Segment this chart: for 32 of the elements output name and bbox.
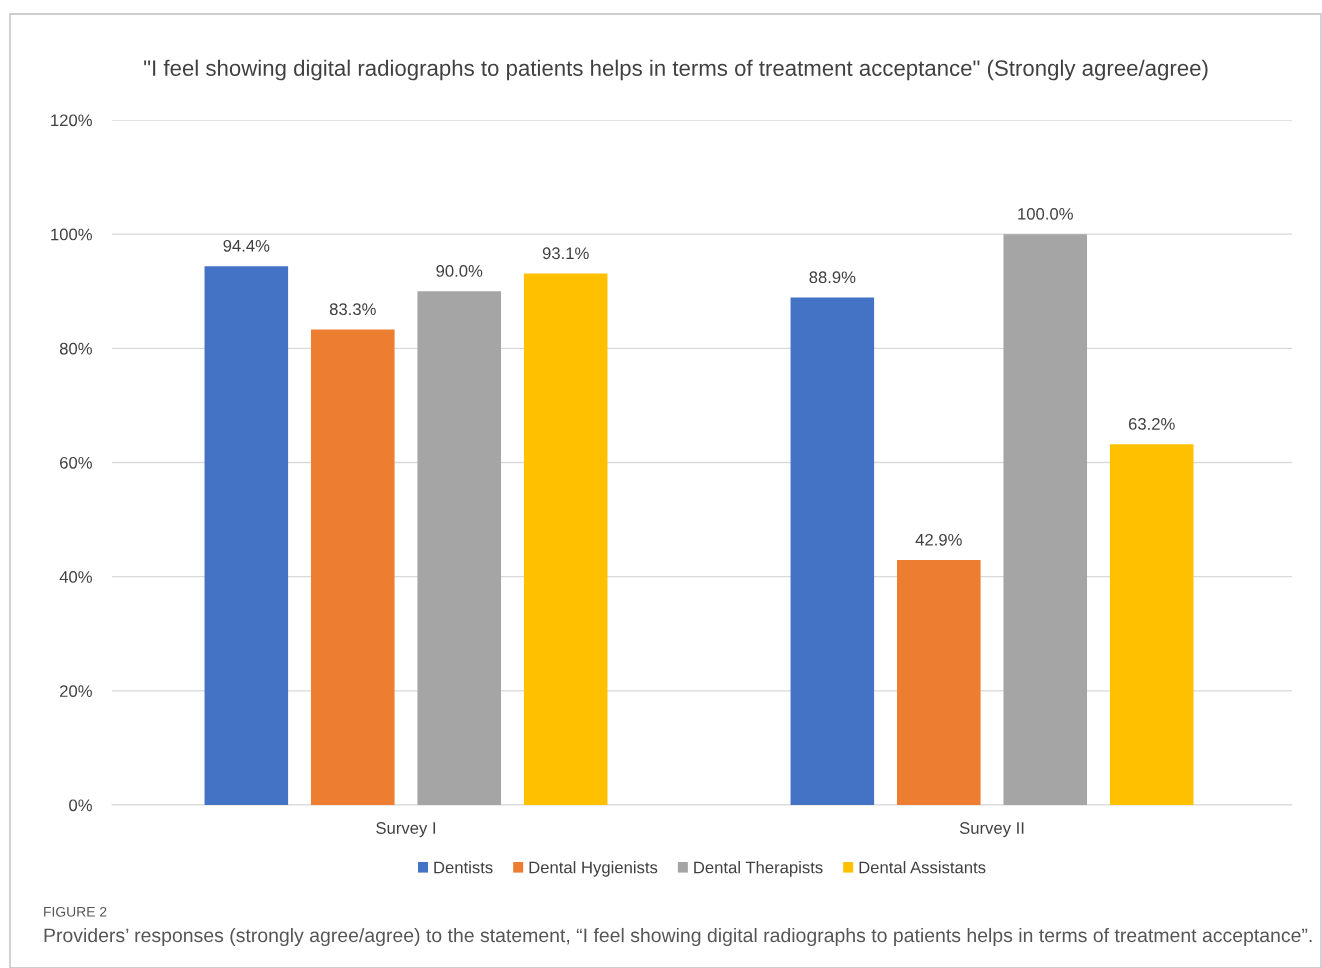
data-label: 83.3% xyxy=(329,303,376,316)
y-tick-label: 0% xyxy=(69,799,92,812)
legend-label: Dentists xyxy=(434,861,493,874)
bar xyxy=(417,291,502,805)
legend-label: Dental Hygienists xyxy=(529,861,658,877)
data-label: 42.9% xyxy=(915,533,962,546)
bar xyxy=(897,560,981,805)
text: Providers’ responses (strongly agree/agree) to the statement, “I feel showing digital radiographs to patients helps in terms of treatment acceptance”. xyxy=(44,927,1312,947)
data-label: 63.2% xyxy=(1128,418,1175,430)
y-tick-label: 120% xyxy=(51,114,92,127)
x-tick-label: Survey I xyxy=(376,822,436,838)
data-label: 94.4% xyxy=(223,239,270,252)
bar xyxy=(790,297,875,805)
x-tick-label: Survey II xyxy=(959,822,1024,838)
bar xyxy=(310,329,395,805)
legend-label: Dental Assistants xyxy=(859,861,986,874)
y-tick-label: 100% xyxy=(51,228,92,241)
bar xyxy=(204,266,289,805)
caption: FIGURE 2 xyxy=(44,906,107,917)
y-tick-label: 40% xyxy=(59,571,92,583)
y-tick-label: 60% xyxy=(60,456,92,469)
bar xyxy=(1109,444,1194,805)
bar xyxy=(1003,234,1088,805)
data-label: 100.0% xyxy=(1018,207,1073,220)
bar xyxy=(523,273,608,805)
data-label: 93.1% xyxy=(542,247,589,260)
y-tick-label: 20% xyxy=(60,685,92,698)
legend-label: Dental Therapists xyxy=(694,861,823,877)
data-label: 88.9% xyxy=(809,271,856,284)
chart-title: "I feel showing digital radiographs to patients helps in terms of treatment acceptance" (Strongly agree/agree) xyxy=(144,59,1208,81)
y-tick-label: 80% xyxy=(59,342,92,355)
data-label: 90.0% xyxy=(436,265,483,277)
